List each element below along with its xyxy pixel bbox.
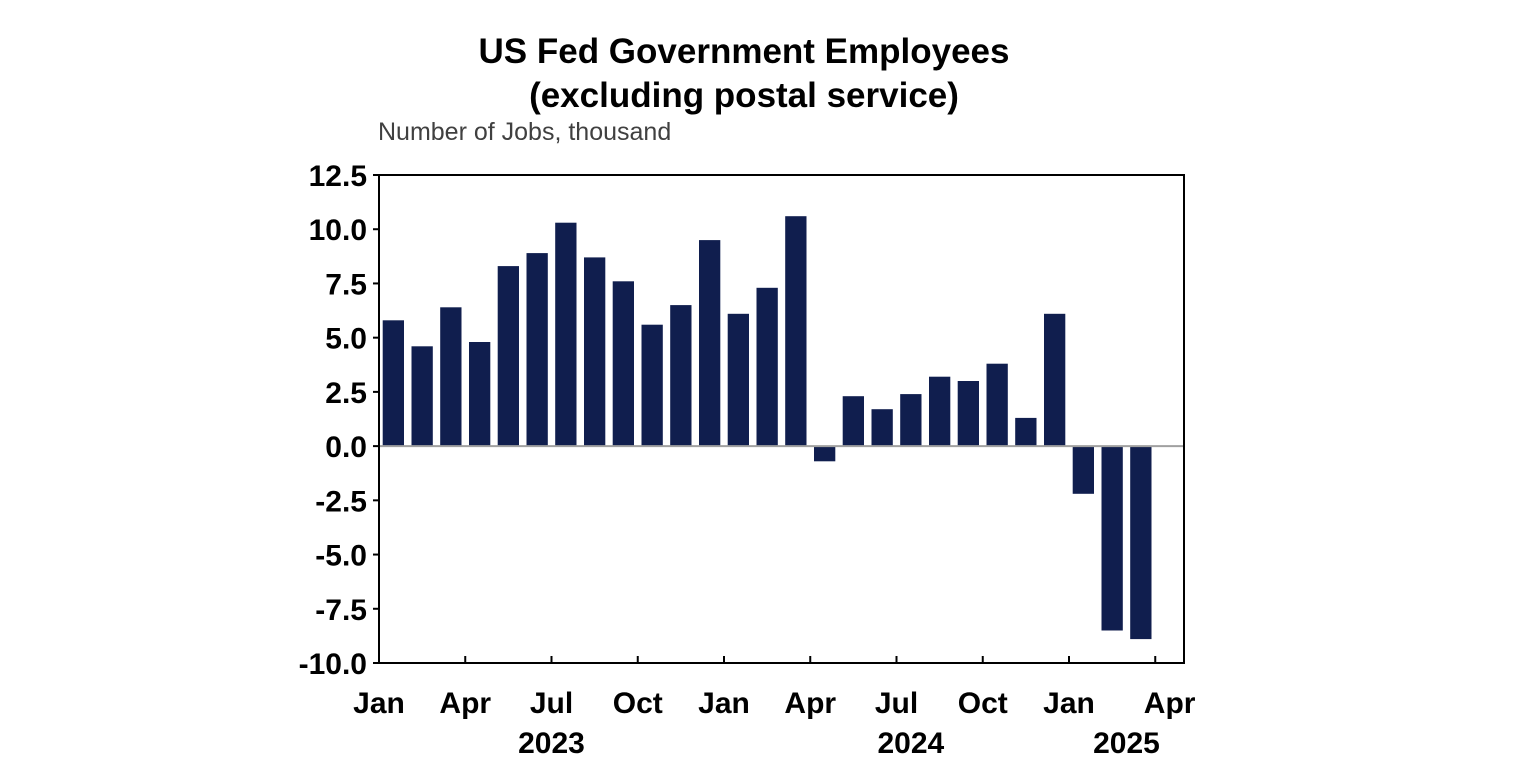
- bar-2025-03: [1130, 446, 1152, 640]
- x-month-label: Jan: [353, 687, 405, 720]
- bar-2023-08: [584, 257, 606, 447]
- y-tick-label: 5.0: [325, 323, 367, 356]
- y-tick-label: -5.0: [315, 540, 367, 573]
- bar-2025-02: [1101, 446, 1123, 631]
- bar-2024-03: [785, 216, 807, 447]
- bar-2023-10: [641, 324, 663, 447]
- x-year-label: 2023: [518, 727, 585, 760]
- bar-2024-10: [986, 363, 1008, 447]
- bar-2024-09: [957, 381, 979, 447]
- x-month-label: Jan: [1043, 687, 1095, 720]
- chart-title-line2: (excluding postal service): [529, 76, 959, 115]
- bar-2023-04: [469, 342, 491, 447]
- y-tick-label: 2.5: [325, 377, 367, 410]
- chart-subtitle: Number of Jobs, thousand: [378, 118, 672, 146]
- bar-2024-07: [900, 394, 922, 447]
- y-tick-label: -7.5: [315, 594, 367, 627]
- bar-2023-03: [440, 307, 462, 447]
- x-month-label: Apr: [439, 687, 491, 720]
- x-month-label: Apr: [784, 687, 836, 720]
- x-month-label: Jul: [530, 687, 573, 720]
- bar-2023-05: [497, 266, 519, 447]
- bar-2023-07: [555, 222, 577, 447]
- bar-2024-05: [842, 396, 864, 447]
- bar-2023-02: [411, 346, 433, 447]
- bar-2024-11: [1015, 417, 1037, 447]
- x-year-label: 2024: [878, 727, 945, 760]
- bar-2024-08: [929, 376, 951, 447]
- bar-2024-04: [814, 446, 836, 462]
- bar-2024-06: [871, 409, 893, 447]
- chart-title-line1: US Fed Government Employees: [478, 32, 1010, 71]
- x-year-label: 2025: [1093, 727, 1160, 760]
- y-tick-label: -10.0: [299, 648, 367, 681]
- bar-2024-02: [756, 287, 778, 447]
- x-month-label: Jul: [875, 687, 918, 720]
- bar-2023-06: [526, 253, 548, 447]
- x-month-label: Oct: [613, 687, 663, 720]
- x-axis: Jan Apr Jul Oct Jan Apr Jul Oct Jan Apr 2023 2024 20…: [353, 656, 1196, 760]
- bar-2024-12: [1044, 313, 1066, 447]
- bar-2024-01: [727, 313, 749, 447]
- y-tick-label: 7.5: [325, 268, 367, 301]
- bar-2025-01: [1072, 446, 1094, 494]
- x-month-label: Apr: [1144, 687, 1196, 720]
- y-axis: 12.5 10.0 7.5 5.0 2.5 0.0 -2.5 -5.0 -7.5 -10.0: [299, 160, 379, 681]
- chart-title: US Fed Government Employees (excluding p…: [0, 30, 1488, 118]
- bar-2023-09: [612, 281, 634, 447]
- y-tick-label: -2.5: [315, 485, 367, 518]
- plot-frame: [378, 174, 1185, 664]
- y-tick-label: 10.0: [309, 214, 367, 247]
- x-month-label: Jan: [698, 687, 750, 720]
- x-month-label: Oct: [958, 687, 1008, 720]
- y-tick-label: 12.5: [309, 160, 367, 193]
- bar-2023-01: [382, 320, 404, 447]
- bar-2023-11: [670, 305, 692, 447]
- bar-2023-12: [699, 240, 721, 447]
- bars-group: [382, 216, 1152, 640]
- y-tick-label: 0.0: [325, 431, 367, 464]
